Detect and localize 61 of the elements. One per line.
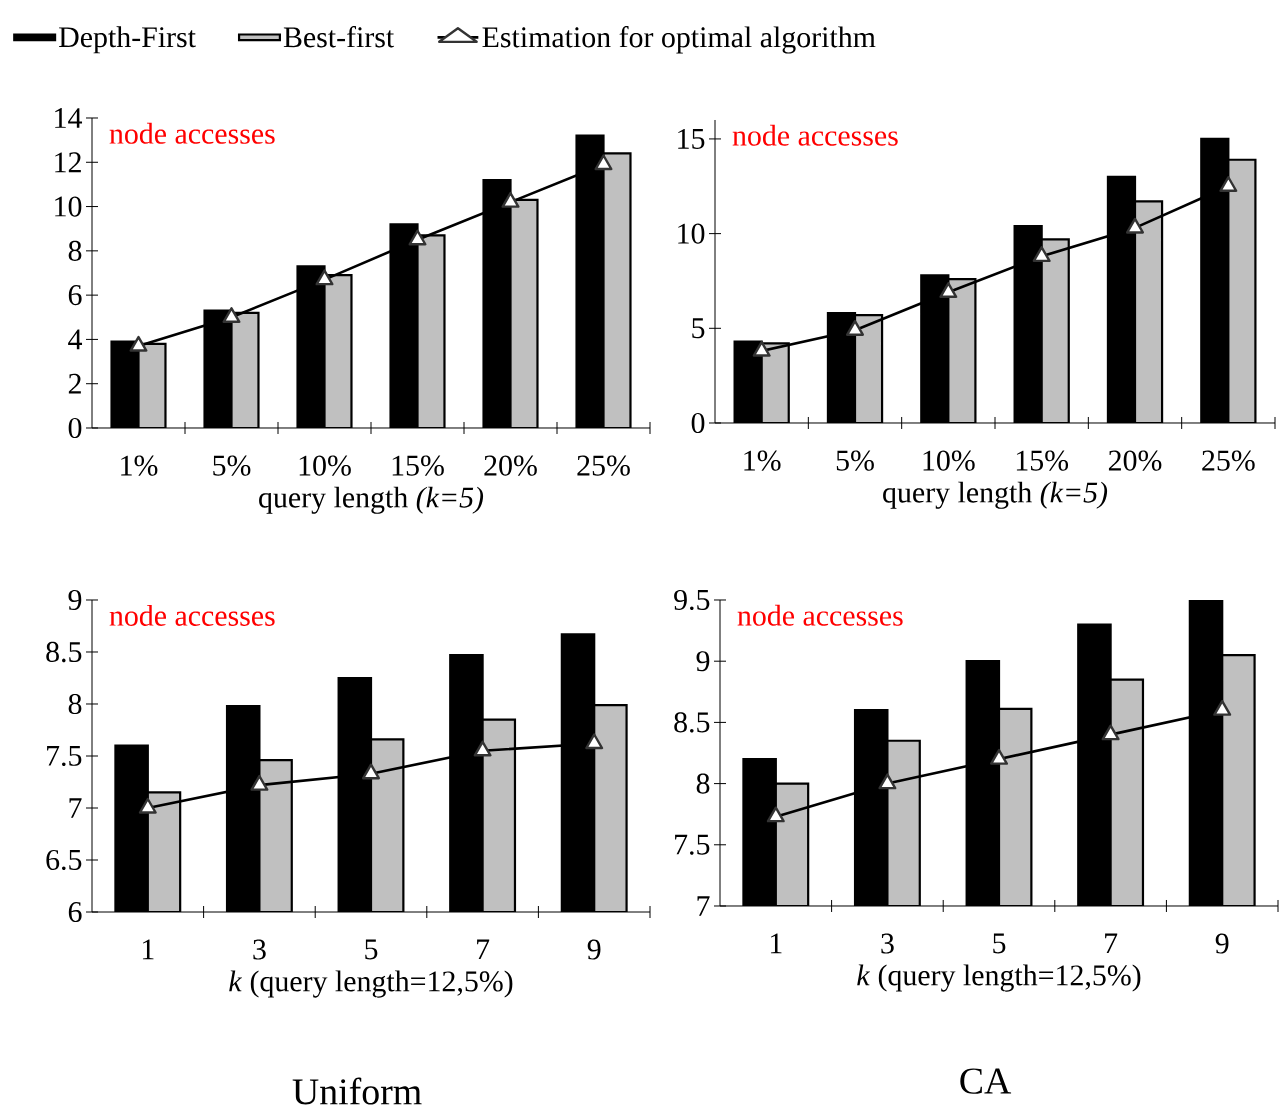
y-tick-label: 7	[697, 896, 710, 916]
y-tick-label: 9	[68, 589, 82, 611]
x-tick-label: 15%	[1016, 450, 1069, 471]
x-tick-label: 20%	[484, 455, 537, 476]
y-tick-label: 6	[68, 285, 82, 306]
y-tick-label: 10	[678, 223, 705, 244]
y-tick-label: 10	[55, 196, 82, 217]
text: CA	[960, 1068, 1012, 1094]
y-tick-label: 2	[68, 373, 81, 394]
y-tick-label: 14	[55, 108, 83, 128]
y-tick-label: 8.5	[674, 712, 710, 733]
x-axis-title: k (query length=12,5%)	[229, 970, 513, 998]
x-tick-label: 9	[1215, 933, 1229, 954]
y-axis-title: node accesses	[109, 122, 275, 144]
y-tick-label: 0	[68, 417, 82, 439]
y-tick-label: 7.5	[47, 745, 82, 766]
y-tick-label: 8.5	[46, 641, 82, 663]
x-tick-label: 3	[253, 939, 266, 960]
y-tick-label: 8	[696, 773, 710, 794]
legend-label: Best-first	[283, 26, 395, 48]
x-tick-label: 1%	[744, 450, 781, 471]
text: Uniform	[292, 1077, 422, 1105]
x-tick-label: 25%	[1202, 450, 1255, 471]
y-tick-label: 9.5	[674, 589, 710, 611]
x-axis-title: query length (k=5)	[883, 481, 1108, 509]
y-tick-label: 8	[68, 693, 82, 715]
y-tick-label: 8	[68, 240, 82, 261]
y-tick-label: 6.5	[46, 849, 82, 871]
y-tick-label: 6	[68, 901, 82, 923]
y-tick-label: 4	[68, 329, 83, 350]
y-tick-label: 0	[691, 412, 705, 434]
x-tick-label: 5%	[836, 450, 874, 471]
y-tick-label: 7.5	[675, 834, 710, 855]
x-tick-label: 9	[587, 939, 601, 960]
x-tick-label: 7	[477, 939, 490, 960]
x-tick-label: 20%	[1108, 450, 1162, 471]
x-tick-label: 5	[365, 939, 378, 960]
x-axis-title: query length (k=5)	[259, 486, 484, 514]
x-tick-label: 1	[770, 933, 782, 954]
x-tick-label: 1	[142, 939, 154, 960]
x-tick-label: 5	[993, 933, 1006, 954]
y-tick-label: 12	[55, 152, 81, 173]
y-axis-title: node accesses	[109, 604, 275, 626]
x-tick-label: 10%	[923, 450, 975, 471]
x-tick-label: 3	[881, 933, 894, 954]
y-axis-title: node accesses	[732, 124, 898, 146]
y-axis-title: node accesses	[737, 604, 903, 626]
y-tick-label: 15	[678, 128, 705, 149]
legend-label: Estimation for optimal algorithm	[482, 26, 876, 54]
x-tick-label: 10%	[299, 455, 351, 476]
x-tick-label: 7	[1105, 933, 1118, 954]
y-tick-label: 7	[69, 798, 82, 818]
y-tick-label: 9	[696, 651, 710, 672]
x-tick-label: 1%	[121, 455, 158, 476]
y-tick-label: 5	[692, 318, 705, 339]
x-tick-label: 5%	[213, 455, 251, 476]
x-axis-title: k (query length=12,5%)	[857, 964, 1141, 992]
x-tick-label: 15%	[392, 455, 444, 476]
bar	[1227, 158, 1257, 423]
legend-label: Depth-First	[59, 26, 196, 54]
x-tick-label: 25%	[577, 455, 630, 476]
